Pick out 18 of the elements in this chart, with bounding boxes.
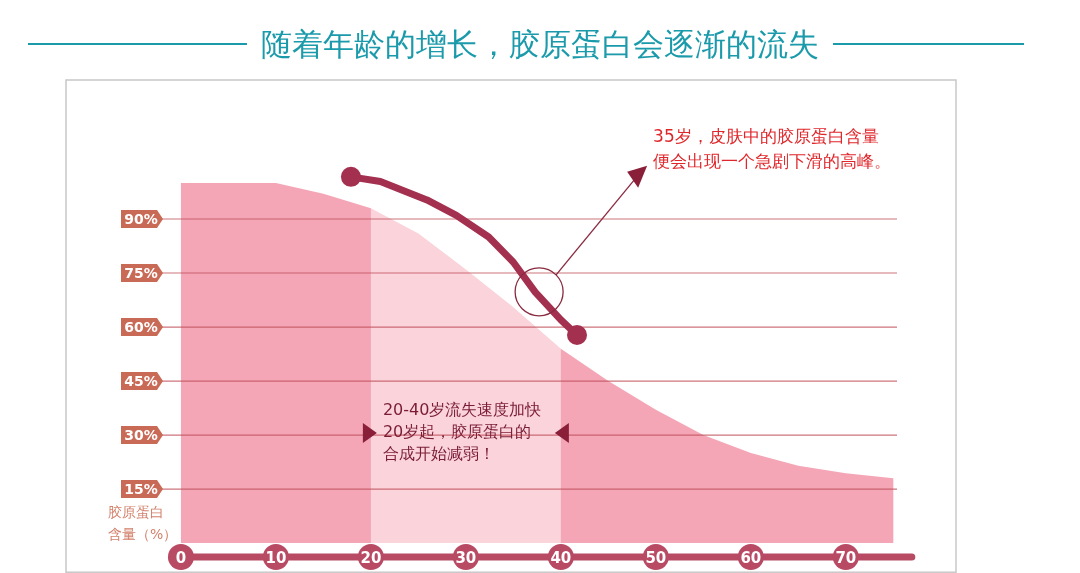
band-label: 20-40岁流失速度加快20岁起，胶原蛋白的合成开始减弱！ xyxy=(382,400,542,463)
x-tick-label: 60 xyxy=(740,549,762,567)
y-tick-label: 90% xyxy=(124,211,158,228)
y-tick-label: 45% xyxy=(124,373,158,390)
x-tick-label: 70 xyxy=(835,549,857,567)
y-tick-label: 60% xyxy=(124,319,158,336)
x-tick-label: 20 xyxy=(360,549,382,567)
x-tick-label: 0 xyxy=(175,549,187,567)
y-tick-label: 30% xyxy=(124,427,158,444)
chart-title: 随着年龄的增长，胶原蛋白会逐渐的流失 xyxy=(261,26,819,62)
y-axis-title: 胶原蛋白含量（%） xyxy=(108,504,178,542)
x-tick-label: 10 xyxy=(265,549,287,567)
y-tick-label: 15% xyxy=(124,481,158,498)
x-tick-label: 50 xyxy=(645,549,667,567)
annotation: 35岁，皮肤中的胶原蛋白含量便会出现一个急剧下滑的高峰。 xyxy=(653,125,892,171)
y-tick-label: 75% xyxy=(124,265,158,282)
x-tick-label: 40 xyxy=(550,549,572,567)
x-tick-label: 30 xyxy=(455,549,477,567)
